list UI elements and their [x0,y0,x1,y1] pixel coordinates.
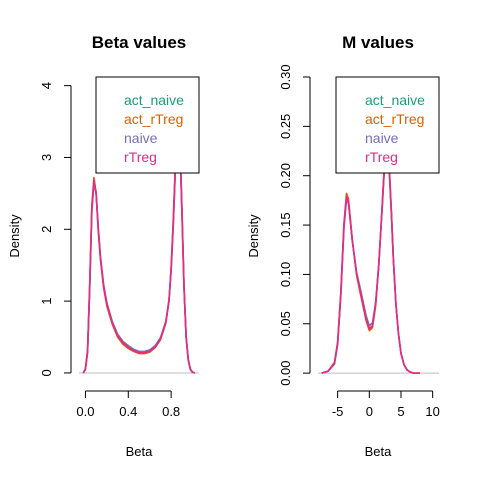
beta-y-tick-label: 0 [39,369,54,376]
m-series-rTreg [322,152,420,373]
m-y-tick-label: 0.15 [278,212,293,237]
beta-x-axis-label: Beta [126,444,154,459]
m-legend-entry: rTreg [365,149,398,165]
m-legend-entry: naive [365,130,399,146]
beta-values-panel: Beta values Beta Density 0.0 0.4 0.801234 … [7,33,199,459]
m-series-naive [322,154,420,373]
m-x-tick-label: 5 [397,404,404,419]
beta-y-axis-label: Density [7,214,22,258]
m-values-panel: M values Beta Density -5 0 5 10 0.00 0.05 0.10… [246,33,440,459]
m-series-act-rTreg [322,148,420,373]
beta-y-tick-label: 1 [39,297,54,304]
beta-x-tick-label: 0.8 [162,404,180,419]
m-chart-title: M values [342,33,414,52]
beta-legend-entry: rTreg [124,149,157,165]
m-x-axis-label: Beta [365,444,393,459]
beta-x-tick-label: 0.0 [76,404,94,419]
beta-legend-entry: act_rTreg [124,111,183,127]
m-x-tick-label: 10 [425,404,439,419]
beta-chart-title: Beta values [92,33,187,52]
m-y-tick-label: 0.30 [278,64,293,89]
beta-legend-entry: act_naive [124,92,184,108]
m-y-tick-label: 0.00 [278,360,293,385]
m-y-tick-label: 0.25 [278,114,293,139]
beta-legend-entry: naive [124,130,158,146]
m-density-curves [322,148,420,373]
beta-x-tick-label: 0.4 [119,404,137,419]
beta-y-tick-label: 4 [39,82,54,89]
beta-y-tick-label: 3 [39,154,54,161]
m-x-tick-label: 0 [366,404,373,419]
m-y-tick-label: 0.20 [278,163,293,188]
m-y-tick-label: 0.05 [278,311,293,336]
m-legend-entry: act_naive [365,92,425,108]
m-x-tick-label: -5 [332,404,344,419]
m-y-axis-label: Density [246,214,261,258]
m-y-tick-label: 0.10 [278,262,293,287]
m-legend-entry: act_rTreg [365,111,424,127]
m-series-act-naive [322,151,420,373]
beta-y-tick-label: 2 [39,226,54,233]
